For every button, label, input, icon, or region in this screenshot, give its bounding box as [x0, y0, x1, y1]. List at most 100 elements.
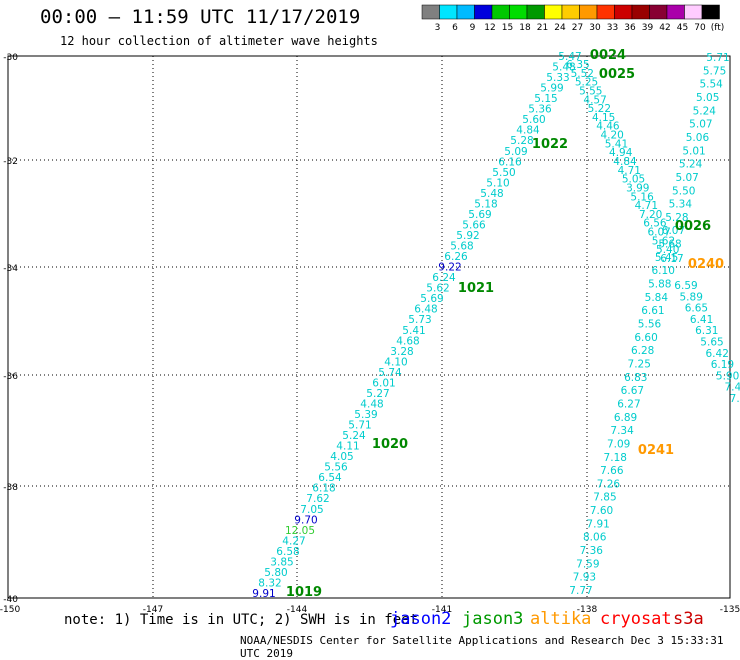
wave-height-value: 7.60	[590, 505, 613, 517]
units-note: note: 1) Time is in UTC; 2) SWH is in fe…	[64, 612, 419, 628]
wave-height-value: 5.24	[679, 159, 703, 171]
wave-height-value: 7.20	[639, 209, 662, 221]
wave-height-value: 6.19	[711, 359, 734, 371]
wave-height-value: 4.11	[336, 441, 359, 453]
wave-height-value: 8.32	[258, 577, 281, 589]
wave-height-value: 4.57	[583, 94, 606, 106]
page-title: 00:00 – 11:59 UTC 11/17/2019	[40, 6, 361, 28]
wave-height-value: 5.40	[656, 244, 679, 256]
wave-height-value: 5.01	[682, 145, 705, 157]
wave-height-value: 3.28	[390, 346, 413, 358]
time-label: 1021	[458, 281, 494, 296]
wave-height-value: 4.46	[596, 121, 620, 133]
time-labels: 0024 0025 1022 1021 1020 1019 0026 0240 0241	[286, 48, 724, 600]
color-swatch	[526, 4, 545, 20]
time-label: 1022	[532, 137, 568, 152]
wave-height-value: 5.55	[579, 85, 602, 97]
footer-credit: NOAA/NESDIS Center for Satellite Applica…	[240, 634, 724, 660]
wave-height-value: 6.28	[631, 345, 654, 357]
wave-height-value: 6.48	[414, 304, 437, 316]
wave-height-value: 6.41	[690, 314, 713, 326]
time-label: 1020	[372, 437, 408, 452]
longitude-label: -135	[720, 605, 740, 615]
wave-height-value: 5.39	[354, 409, 377, 421]
wave-height-tracks: 9.918.325.803.856.584.2712.059.707.057.6…	[252, 51, 740, 600]
legend-cryosat: cryosat	[600, 609, 672, 629]
wave-height-value: 5.80	[264, 567, 287, 579]
time-label: 0241	[638, 443, 674, 458]
time-label: 0240	[688, 257, 724, 272]
wave-height-value: 5.33	[546, 72, 569, 84]
wave-height-value: 7.25	[628, 358, 651, 370]
wave-height-value: 5.36	[528, 104, 552, 116]
wave-height-value: 5.89	[680, 291, 703, 303]
legend-altika: altika	[530, 609, 592, 629]
wave-height-value: 5.16	[630, 191, 654, 203]
longitude-label: -141	[432, 605, 452, 615]
color-scale-label: (ft)	[711, 23, 725, 33]
wave-height-value: 5.24	[693, 105, 717, 117]
wave-height-value: 6.61	[641, 305, 664, 317]
wave-height-value: 6.01	[372, 377, 395, 389]
wave-height-value: 5.92	[456, 230, 479, 242]
longitude-label: -147	[143, 605, 163, 615]
wave-height-value: 4.05	[330, 451, 353, 463]
latitude-label: -36	[3, 372, 18, 382]
legend-jason2: jason2	[390, 609, 452, 629]
color-swatch	[631, 4, 650, 20]
wave-height-value: 6.35	[566, 59, 589, 71]
color-scale-label: 42	[659, 23, 670, 33]
wave-height-value: 5.74	[378, 367, 402, 379]
color-scale: 3 6 9 12 15 18 21 24 27 30 33 36 39 42 45 70 (ft)	[421, 4, 725, 33]
wave-height-value: 5.27	[366, 388, 389, 400]
wave-height-value: 6.54	[318, 472, 342, 484]
wave-height-value: 5.60	[522, 114, 545, 126]
wave-height-value: 4.68	[396, 335, 419, 347]
wave-height-value: 5.56	[324, 462, 348, 474]
wave-height-value: 6.27	[617, 398, 640, 410]
longitude-label: -150	[0, 605, 20, 615]
wave-height-value: 5.88	[648, 279, 671, 291]
wave-height-value: 7.91	[586, 518, 609, 530]
color-swatch	[701, 4, 720, 20]
plot-frame	[7, 55, 731, 599]
wave-height-value: 3.85	[270, 556, 293, 568]
wave-height-value: 5.52	[571, 68, 594, 80]
wave-height-value: 4.48	[360, 398, 383, 410]
legend-s3a: s3a	[673, 609, 704, 629]
wave-height-value: 6.89	[614, 412, 637, 424]
color-scale-label: 18	[519, 23, 531, 33]
wave-height-value: 7.05	[300, 504, 323, 516]
wave-height-value: 6.42	[706, 348, 729, 360]
time-label: 1019	[286, 585, 322, 600]
color-swatch	[614, 4, 633, 20]
wave-height-value: 5.99	[540, 83, 563, 95]
longitude-label: -144	[287, 605, 308, 615]
color-swatch	[579, 4, 598, 20]
wave-height-value: 5.28	[510, 135, 533, 147]
legend-jason3: jason3	[462, 609, 524, 629]
color-scale-label: 15	[502, 23, 513, 33]
wave-height-value: 4.10	[384, 356, 407, 368]
time-label: 0025	[599, 67, 635, 82]
color-scale-label: 21	[537, 23, 548, 33]
wave-height-value: 6.07	[647, 227, 670, 239]
longitude-label: -138	[577, 605, 598, 615]
wave-height-value: 6.67	[621, 385, 644, 397]
color-scale-label: 33	[607, 23, 618, 33]
wave-height-value: 5.45	[655, 252, 678, 264]
wave-height-value: 5.41	[402, 325, 425, 337]
color-swatch	[649, 4, 668, 20]
wave-height-value: 5.47	[558, 51, 581, 63]
wave-height-value: 5.90	[716, 370, 739, 382]
wave-height-value: 5.62	[652, 235, 675, 247]
color-scale-label: 6	[452, 23, 458, 33]
wave-height-value: 6.24	[432, 272, 456, 284]
wave-height-value: 7.09	[607, 438, 630, 450]
wave-height-value: 5.68	[658, 239, 681, 251]
wave-height-value: 7.18	[604, 452, 627, 464]
wave-height-value: 6.58	[276, 546, 299, 558]
wave-height-value: 6.65	[685, 303, 708, 315]
latitude-label: -40	[3, 595, 18, 605]
